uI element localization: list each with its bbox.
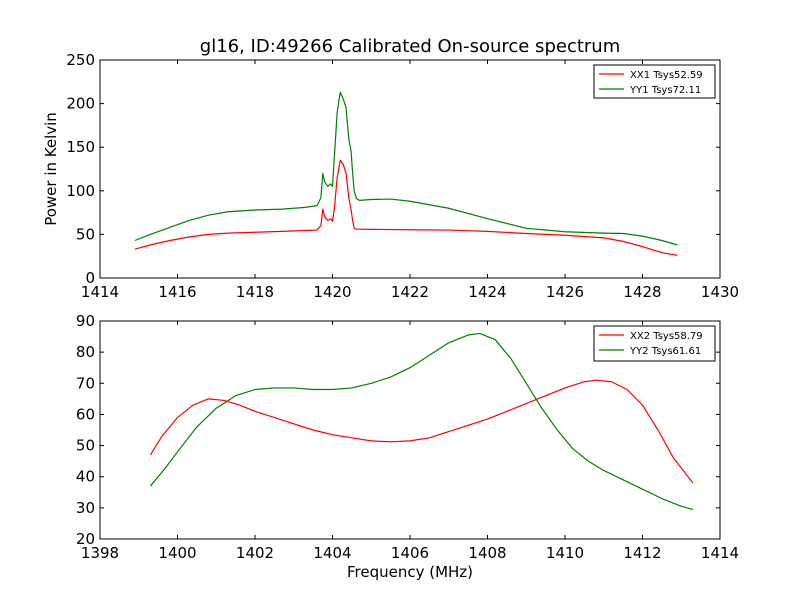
y-tick-label: 40 [76, 468, 95, 486]
x-tick-label: 1418 [236, 283, 274, 301]
x-tick-label: 1416 [158, 283, 196, 301]
y-tick-label: 50 [76, 437, 95, 455]
y-tick-label: 250 [66, 51, 95, 69]
legend-box [593, 64, 716, 99]
bottom-chart: 1398 1400 1402 1404 1406 1408 1410 1412 1414 20 30… [76, 312, 739, 581]
x-tick-label: 1412 [623, 544, 661, 562]
legend-entry: YY2 Tsys61.61 [629, 346, 701, 357]
x-axis-title: Frequency (MHz) [347, 563, 473, 581]
y-tick-label: 60 [76, 405, 95, 423]
y-axis-title: Power in Kelvin [42, 112, 60, 226]
series-line-green [134, 91, 678, 246]
legend: XX1 Tsys52.59 YY1 Tsys72.11 [593, 64, 716, 99]
top-chart: 1414 1416 1418 1420 1422 1424 1426 1428 1430 0 50 1… [42, 51, 739, 301]
legend-entry: XX2 Tsys58.79 [630, 331, 703, 342]
y-tick-label: 0 [85, 269, 95, 287]
x-tick-label: 1422 [391, 283, 429, 301]
x-tick-label: 1404 [313, 544, 351, 562]
x-tick-label: 1414 [81, 283, 119, 301]
y-tick-label: 200 [66, 95, 95, 113]
series-line-red [134, 159, 678, 256]
x-tick-label: 1426 [546, 283, 584, 301]
x-tick-label: 1402 [236, 544, 274, 562]
y-tick-label: 100 [66, 182, 95, 200]
series-line-green [149, 332, 694, 510]
legend-entry: YY1 Tsys72.11 [629, 85, 701, 96]
y-tick-label: 50 [76, 225, 95, 243]
y-tick-label: 30 [76, 499, 95, 517]
x-tick-label: 1430 [701, 283, 739, 301]
x-tick-label: 1398 [81, 544, 119, 562]
y-tick-label: 90 [76, 312, 95, 330]
y-tick-label: 150 [66, 138, 95, 156]
x-tick-label: 1424 [468, 283, 506, 301]
x-tick-label: 1428 [623, 283, 661, 301]
y-tick-label: 80 [76, 343, 95, 361]
x-tick-label: 1420 [313, 283, 351, 301]
x-tick-label: 1414 [701, 544, 739, 562]
legend: XX2 Tsys58.79 YY2 Tsys61.61 [593, 325, 716, 362]
y-tick-label: 20 [76, 530, 95, 548]
x-tick-label: 1406 [391, 544, 429, 562]
y-tick-label: 70 [76, 374, 95, 392]
x-tick-label: 1410 [546, 544, 584, 562]
legend-box [593, 325, 716, 362]
x-tick-label: 1400 [158, 544, 196, 562]
figure-title: gl16, ID:49266 Calibrated On-source spec… [200, 36, 620, 57]
legend-entry: XX1 Tsys52.59 [630, 70, 703, 81]
x-tick-label: 1408 [468, 544, 506, 562]
